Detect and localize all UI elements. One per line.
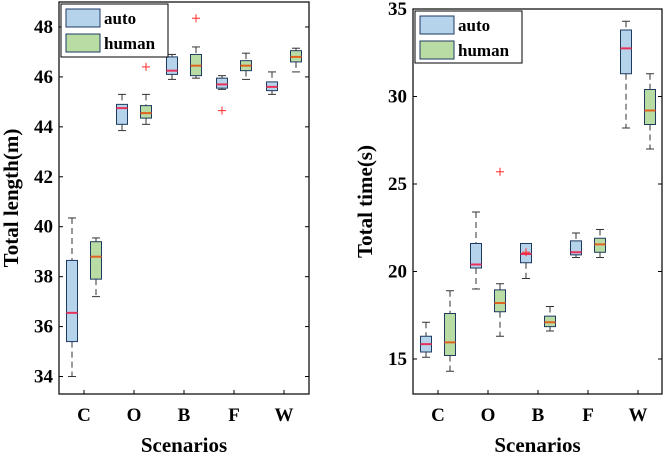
plot-area-frame: [58, 1, 310, 395]
x-tick-label-o: O: [127, 405, 142, 426]
box-auto-w: [266, 71, 278, 95]
x-tick-label-o: O: [481, 405, 496, 426]
box-human-b: [190, 14, 202, 79]
legend-label-human: human: [458, 41, 510, 60]
box-human-f: [240, 52, 252, 80]
legend-label-auto: auto: [458, 16, 490, 35]
iqr-box: [140, 105, 152, 119]
box-human-o: [494, 167, 506, 337]
y-tick-label: 30: [388, 87, 407, 108]
y-tick-label: 48: [34, 17, 53, 38]
y-tick-label: 35: [388, 0, 407, 20]
x-tick-label-f: F: [582, 405, 594, 426]
legend-label-auto: auto: [104, 9, 136, 28]
box-auto-c: [420, 321, 432, 358]
y-axis-label: Total length(m): [0, 129, 23, 268]
legend-swatch-auto: [419, 15, 455, 35]
box-auto-w: [620, 20, 632, 129]
iqr-box: [620, 29, 632, 75]
legend-swatch-auto: [65, 8, 101, 28]
y-tick-label: 20: [388, 262, 407, 283]
box-auto-b: [520, 243, 532, 279]
y-tick-label: 34: [34, 367, 54, 388]
y-tick-label: 25: [388, 174, 407, 195]
legend: auto human: [60, 3, 169, 58]
time-boxplot-panel: 15 20 25 30 35 C O B F W Scenarios Total time(s) aut…: [353, 0, 663, 457]
x-tick-label-b: B: [532, 405, 545, 426]
box-auto-f: [216, 75, 228, 115]
x-tick-label-w: W: [629, 405, 648, 426]
box-human-w: [644, 73, 656, 150]
x-tick-label-b: B: [178, 405, 191, 426]
x-tick-label-c: C: [77, 405, 91, 426]
box-auto-f: [570, 232, 582, 258]
outlier-marker: [218, 106, 226, 115]
y-tick-label: 42: [34, 167, 53, 188]
box-human-b: [544, 306, 556, 332]
iqr-box: [444, 313, 456, 356]
iqr-box: [494, 289, 506, 313]
outlier-marker: [192, 14, 200, 23]
y-tick-label: 46: [34, 67, 53, 88]
iqr-box: [90, 241, 102, 280]
y-tick-label: 38: [34, 267, 53, 288]
outlier-marker: [142, 62, 150, 71]
length-boxplot-panel: 34 36 38 40 42 44 46 48 C O B F W Scenarios Total leng…: [0, 1, 310, 457]
box-human-o: [140, 62, 152, 125]
outlier-marker: [522, 248, 530, 257]
x-axis-label: Scenarios: [494, 433, 580, 457]
iqr-box: [66, 259, 78, 343]
box-human-c: [444, 290, 456, 372]
y-tick-label: 40: [34, 217, 53, 238]
iqr-box: [470, 243, 482, 269]
legend-label-human: human: [104, 34, 156, 53]
iqr-box: [116, 103, 128, 125]
legend: auto human: [414, 10, 523, 64]
box-auto-o: [470, 211, 482, 290]
y-tick-label: 44: [34, 117, 54, 138]
y-tick-label: 36: [34, 317, 53, 338]
iqr-box: [166, 56, 178, 75]
box-auto-b: [166, 53, 178, 80]
iqr-box: [570, 240, 582, 256]
x-tick-label-c: C: [431, 405, 445, 426]
box-auto-c: [66, 217, 78, 378]
box-human-w: [290, 47, 302, 73]
legend-swatch-human: [419, 40, 455, 60]
x-axis-label: Scenarios: [141, 433, 227, 457]
box-human-f: [594, 229, 606, 258]
x-tick-label-w: W: [275, 405, 294, 426]
box-human-c: [90, 237, 102, 298]
y-tick-label: 15: [388, 349, 407, 370]
iqr-box: [644, 89, 656, 125]
iqr-box: [216, 77, 228, 89]
box-auto-o: [116, 93, 128, 132]
x-tick-label-f: F: [228, 405, 240, 426]
y-axis-label: Total time(s): [353, 145, 377, 258]
outlier-marker: [496, 167, 504, 176]
legend-swatch-human: [65, 33, 101, 53]
